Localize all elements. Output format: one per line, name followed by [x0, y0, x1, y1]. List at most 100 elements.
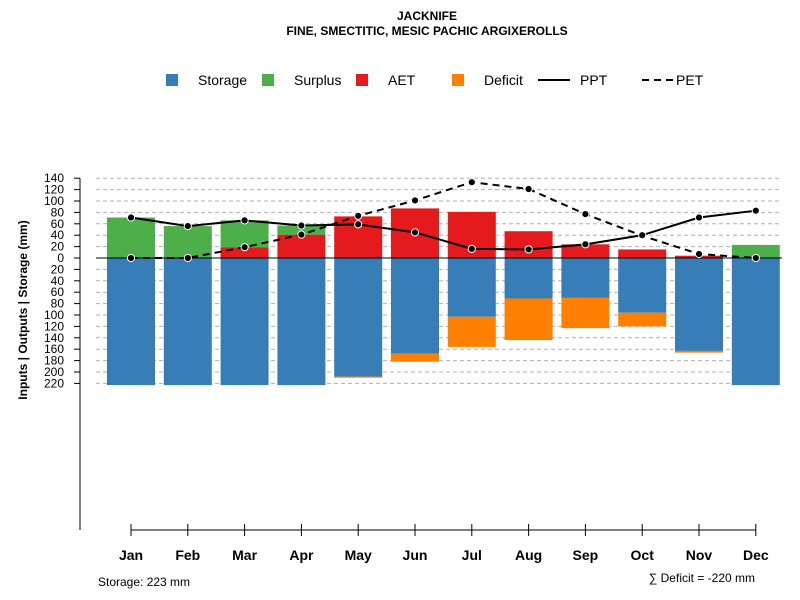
storage-bar [334, 258, 383, 377]
month-label: Apr [289, 547, 314, 563]
pet-line-point [240, 243, 249, 252]
storage-note: Storage: 223 mm [98, 575, 190, 589]
deficit-bar [504, 298, 553, 341]
month-label: Oct [631, 547, 655, 563]
storage-bar [731, 258, 780, 386]
storage-bar [675, 258, 723, 351]
aet-bar [504, 231, 553, 258]
ppt-line-point [694, 213, 704, 222]
month-label: Jan [119, 547, 143, 563]
pet-line-point [467, 178, 476, 187]
storage-bar [220, 258, 269, 386]
y-tick-label: 120 [44, 319, 64, 333]
chart-title: JACKNIFE [397, 9, 457, 23]
month-label: Feb [175, 547, 200, 563]
y-tick-label: 140 [44, 171, 64, 185]
ppt-line-point [524, 245, 533, 254]
legend-deficit-label: Deficit [484, 72, 523, 88]
y-tick-label: 40 [51, 274, 65, 288]
y-tick-label: 0 [57, 251, 64, 265]
surplus-bar [220, 220, 269, 248]
pet-line-point [581, 210, 590, 219]
storage-bar [277, 258, 326, 386]
y-tick-label: 120 [44, 183, 64, 197]
storage-bar [447, 258, 496, 317]
deficit-bar [334, 376, 383, 378]
storage-bar [618, 258, 667, 313]
y-tick-label: 160 [44, 342, 64, 356]
y-axis-label: Inputs | Outputs | Storage (mm) [16, 220, 30, 399]
deficit-bar [675, 350, 723, 353]
storage-bar [163, 258, 212, 386]
ppt-line [130, 209, 756, 251]
y-tick-label: 80 [51, 205, 65, 219]
month-label: Nov [686, 547, 713, 563]
legend-storage-swatch [166, 74, 178, 86]
deficit-bar [618, 312, 667, 327]
legend-storage-label: Storage [198, 72, 247, 88]
ppt-line-point [183, 221, 192, 231]
legend-aet-swatch [356, 74, 368, 86]
legend-deficit-swatch [452, 74, 464, 86]
deficit-bar [391, 353, 439, 362]
y-tick-label: 40 [51, 228, 65, 242]
ppt-line-point [467, 244, 476, 253]
line-layer [96, 178, 782, 263]
y-tick-label: 140 [44, 331, 64, 345]
y-tick-label: 180 [44, 354, 64, 368]
ppt-line-point [297, 221, 306, 230]
y-tick-label: 220 [44, 376, 64, 390]
surplus-bar [277, 225, 326, 235]
bar-layer [107, 208, 780, 386]
deficit-note: ∑ Deficit = -220 mm [649, 571, 755, 585]
month-label: Sep [573, 547, 599, 563]
y-tick-label: 200 [44, 365, 64, 379]
y-tick-label: 100 [44, 194, 64, 208]
pet-line-point [751, 253, 760, 263]
ppt-line-point [354, 220, 363, 229]
legend-pet-label: PET [676, 72, 704, 88]
pet-line-point [524, 184, 533, 194]
y-tick-label: 60 [51, 217, 65, 231]
legend-ppt-label: PPT [580, 72, 608, 88]
y-tick-label: 60 [51, 285, 65, 299]
month-label: Aug [515, 547, 542, 563]
surplus-bar [107, 217, 155, 258]
aet-bar [277, 234, 326, 258]
pet-line-point [354, 211, 363, 220]
axis-layer: 1401201008060402002040608010012014016018… [44, 171, 769, 563]
month-label: Jul [462, 547, 482, 563]
storage-bar [391, 258, 439, 354]
deficit-bar [447, 316, 496, 347]
pet-line-point [126, 253, 136, 263]
surplus-bar [163, 226, 212, 258]
pet-line-point [694, 249, 704, 259]
storage-bar [561, 258, 610, 298]
y-tick-label: 100 [44, 308, 64, 322]
surplus-bar [731, 244, 780, 258]
ppt-line-point [410, 228, 420, 237]
legend-surplus-swatch [262, 74, 274, 86]
month-label: Jun [403, 547, 428, 563]
ppt-line-point [751, 206, 760, 215]
y-tick-label: 20 [51, 262, 65, 276]
legend-layer: Storage Surplus AET Deficit PPT PET [166, 72, 704, 88]
pet-line [131, 181, 756, 259]
pet-line-point [410, 196, 420, 205]
ppt-line-point [638, 231, 647, 240]
month-label: May [345, 547, 372, 563]
aet-bar [618, 249, 667, 258]
pet-line-point [183, 253, 192, 263]
ppt-line-point [581, 240, 590, 249]
month-label: Mar [232, 547, 257, 563]
legend-aet-label: AET [388, 72, 416, 88]
storage-bar [504, 258, 553, 299]
aet-bar [220, 247, 269, 258]
chart-subtitle: FINE, SMECTITIC, MESIC PACHIC ARGIXEROLL… [286, 24, 567, 38]
pet-line-point [297, 230, 306, 239]
legend-surplus-label: Surplus [294, 72, 341, 88]
y-tick-label: 20 [51, 240, 65, 254]
aet-bar [561, 244, 610, 258]
